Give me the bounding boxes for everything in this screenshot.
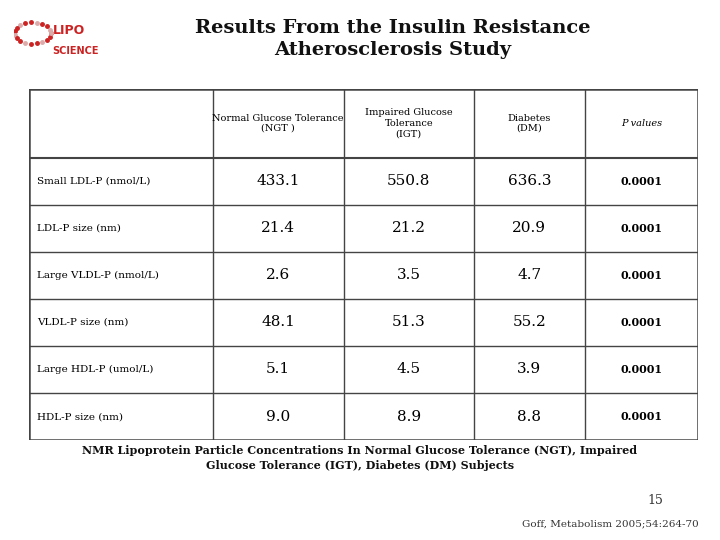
Text: 21.4: 21.4	[261, 221, 295, 235]
Text: 0.0001: 0.0001	[621, 364, 662, 375]
Text: 636.3: 636.3	[508, 174, 551, 188]
Text: Small LDL-P (nmol/L): Small LDL-P (nmol/L)	[37, 177, 150, 186]
Text: 5.1: 5.1	[266, 362, 290, 376]
Text: 0.0001: 0.0001	[621, 176, 662, 187]
Text: LDL-P size (nm): LDL-P size (nm)	[37, 224, 121, 233]
Text: Large HDL-P (umol/L): Large HDL-P (umol/L)	[37, 365, 153, 374]
Text: 21.2: 21.2	[392, 221, 426, 235]
Text: 20.9: 20.9	[513, 221, 546, 235]
Text: 48.1: 48.1	[261, 315, 295, 329]
Text: 0.0001: 0.0001	[621, 270, 662, 281]
Text: Goff, Metabolism 2005;54:264-70: Goff, Metabolism 2005;54:264-70	[522, 519, 698, 529]
Text: 0.0001: 0.0001	[621, 411, 662, 422]
Text: 433.1: 433.1	[256, 174, 300, 188]
Text: VLDL-P size (nm): VLDL-P size (nm)	[37, 318, 128, 327]
Text: 9.0: 9.0	[266, 409, 290, 423]
Text: HDL-P size (nm): HDL-P size (nm)	[37, 412, 123, 421]
Text: 8.9: 8.9	[397, 409, 421, 423]
Text: SCIENCE: SCIENCE	[53, 46, 99, 56]
Text: 0.0001: 0.0001	[621, 317, 662, 328]
Text: P values: P values	[621, 119, 662, 128]
Text: NMR Lipoprotein Particle Concentrations In Normal Glucose Tolerance (NGT), Impai: NMR Lipoprotein Particle Concentrations …	[82, 446, 638, 471]
Text: Large VLDL-P (nmol/L): Large VLDL-P (nmol/L)	[37, 271, 158, 280]
Text: 8.8: 8.8	[518, 409, 541, 423]
Text: Normal Glucose Tolerance
(NGT ): Normal Glucose Tolerance (NGT )	[212, 113, 344, 133]
Text: Results From the Insulin Resistance
Atherosclerosis Study: Results From the Insulin Resistance Athe…	[194, 19, 590, 59]
Text: 2.6: 2.6	[266, 268, 290, 282]
Text: 4.5: 4.5	[397, 362, 421, 376]
Text: Impaired Glucose
Tolerance
(IGT): Impaired Glucose Tolerance (IGT)	[365, 109, 453, 138]
Text: 3.9: 3.9	[517, 362, 541, 376]
Text: 55.2: 55.2	[513, 315, 546, 329]
Text: LIPO: LIPO	[53, 24, 85, 37]
Text: 51.3: 51.3	[392, 315, 426, 329]
Text: 4.7: 4.7	[517, 268, 541, 282]
Text: 15: 15	[647, 494, 663, 507]
Text: Diabetes
(DM): Diabetes (DM)	[508, 113, 551, 133]
Text: 0.0001: 0.0001	[621, 222, 662, 234]
Text: 3.5: 3.5	[397, 268, 420, 282]
Text: 550.8: 550.8	[387, 174, 431, 188]
